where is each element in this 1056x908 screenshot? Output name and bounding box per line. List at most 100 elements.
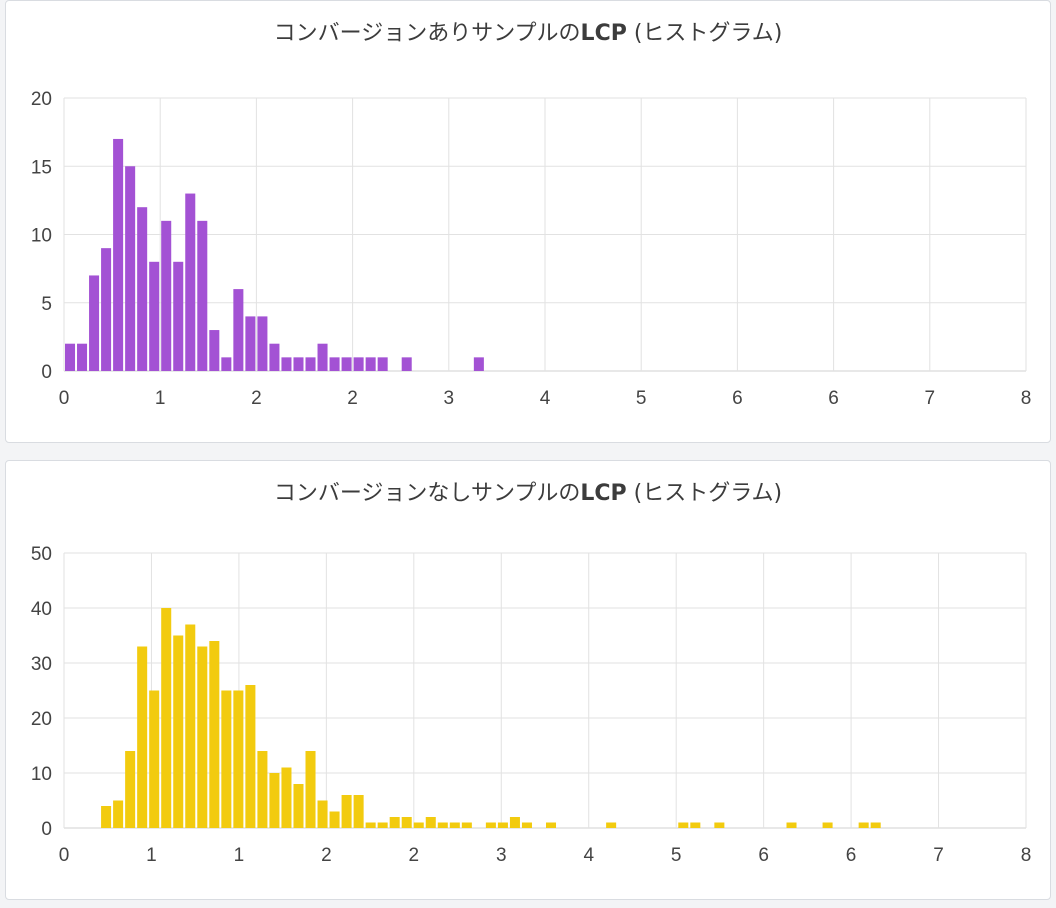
histogram-bar bbox=[485, 822, 496, 828]
histogram-bar bbox=[389, 817, 400, 828]
histogram-bar bbox=[161, 220, 172, 371]
y-tick-label: 50 bbox=[31, 544, 52, 565]
histogram-bar bbox=[449, 822, 460, 828]
histogram-bar bbox=[221, 690, 232, 828]
histogram-bar bbox=[497, 822, 508, 828]
y-tick-label: 0 bbox=[41, 819, 52, 840]
x-tick-label: 6 bbox=[846, 845, 857, 866]
x-tick-label: 5 bbox=[636, 388, 647, 409]
x-tick-label: 1 bbox=[234, 845, 245, 866]
x-tick-label: 8 bbox=[1021, 388, 1032, 409]
histogram-bar bbox=[317, 800, 328, 828]
y-tick-label: 10 bbox=[31, 226, 52, 247]
histogram-bar bbox=[65, 343, 76, 371]
histogram-bar bbox=[245, 685, 256, 828]
x-tick-label: 6 bbox=[828, 388, 839, 409]
histogram-bar bbox=[281, 357, 292, 371]
histogram-bar bbox=[714, 822, 725, 828]
histogram-bar bbox=[173, 635, 184, 828]
x-tick-label: 0 bbox=[59, 388, 70, 409]
histogram-bar bbox=[678, 822, 689, 828]
histogram-bar bbox=[125, 751, 136, 828]
histogram-bar bbox=[209, 330, 220, 371]
histogram-bar bbox=[870, 822, 881, 828]
x-tick-label: 2 bbox=[409, 845, 420, 866]
histogram-bar bbox=[606, 822, 617, 828]
histogram-bar bbox=[305, 751, 316, 828]
histogram-bar bbox=[197, 646, 208, 828]
histogram-bar bbox=[233, 289, 244, 371]
histogram-bar bbox=[473, 357, 484, 371]
histogram-bar bbox=[137, 646, 148, 828]
y-tick-label: 40 bbox=[31, 599, 52, 620]
x-tick-label: 6 bbox=[732, 388, 743, 409]
histogram-bar bbox=[509, 817, 520, 828]
y-tick-label: 5 bbox=[41, 294, 52, 315]
x-tick-label: 0 bbox=[59, 845, 70, 866]
x-tick-label: 8 bbox=[1021, 845, 1032, 866]
histogram-bar bbox=[353, 357, 364, 371]
histogram-chart-converted: 0 5 10 15 20 0 1 2 2 3 4 5 6 6 7 8 bbox=[31, 89, 1032, 409]
histogram-bar bbox=[149, 261, 160, 371]
histogram-bar bbox=[425, 817, 436, 828]
histogram-chart-nonconverted: 0 10 20 30 40 50 0 1 1 2 2 3 4 5 6 6 7 8 bbox=[31, 544, 1032, 866]
x-tick-label: 7 bbox=[925, 388, 936, 409]
histogram-bar bbox=[437, 822, 448, 828]
x-tick-label: 4 bbox=[540, 388, 551, 409]
histogram-bar bbox=[113, 800, 124, 828]
x-tick-label: 1 bbox=[146, 845, 157, 866]
y-tick-label: 15 bbox=[31, 157, 52, 178]
x-tick-label: 6 bbox=[758, 845, 769, 866]
histogram-bar bbox=[101, 248, 112, 371]
histogram-bar bbox=[233, 690, 244, 828]
x-tick-label: 3 bbox=[496, 845, 507, 866]
histogram-bar bbox=[269, 343, 280, 371]
histogram-bar bbox=[413, 822, 424, 828]
x-tick-label: 4 bbox=[583, 845, 594, 866]
y-tick-label: 10 bbox=[31, 764, 52, 785]
histogram-bar bbox=[137, 207, 148, 371]
histogram-bar bbox=[521, 822, 532, 828]
histogram-bar bbox=[858, 822, 869, 828]
y-tick-label: 20 bbox=[31, 89, 52, 110]
histogram-bar bbox=[461, 822, 472, 828]
histogram-bar bbox=[293, 357, 304, 371]
x-tick-label: 5 bbox=[671, 845, 682, 866]
histogram-bar bbox=[317, 343, 328, 371]
histogram-bar bbox=[329, 811, 340, 828]
histogram-bar bbox=[377, 822, 388, 828]
histogram-bar bbox=[281, 767, 292, 828]
x-tick-label: 7 bbox=[933, 845, 944, 866]
histogram-bar bbox=[341, 795, 352, 828]
histogram-bar bbox=[365, 357, 376, 371]
histogram-bar bbox=[125, 166, 136, 371]
histogram-bar bbox=[173, 261, 184, 371]
histogram-bar bbox=[257, 316, 268, 371]
histogram-bar bbox=[209, 641, 220, 828]
histogram-panel-converted: コンバージョンありサンプルのLCP (ヒストグラム) 0 5 10 15 20 0 1 2 2 3… bbox=[5, 0, 1051, 443]
histogram-bar bbox=[149, 690, 160, 828]
histogram-bar bbox=[101, 806, 112, 828]
chart-title: コンバージョンなしサンプルのLCP (ヒストグラム) bbox=[273, 481, 783, 506]
x-tick-label: 2 bbox=[251, 388, 262, 409]
histogram-bar bbox=[822, 822, 833, 828]
histogram-panel-nonconverted: コンバージョンなしサンプルのLCP (ヒストグラム) 0 10 20 30 40 50 0 1… bbox=[5, 460, 1051, 900]
histogram-bar bbox=[293, 784, 304, 828]
histogram-bar bbox=[377, 357, 388, 371]
chart-title: コンバージョンありサンプルのLCP (ヒストグラム) bbox=[273, 21, 783, 46]
histogram-bar bbox=[786, 822, 797, 828]
y-tick-label: 30 bbox=[31, 654, 52, 675]
histogram-bar bbox=[161, 608, 172, 828]
histogram-bar bbox=[221, 357, 232, 371]
histogram-bar bbox=[341, 357, 352, 371]
histogram-bar bbox=[257, 751, 268, 828]
x-tick-label: 1 bbox=[155, 388, 166, 409]
x-tick-label: 3 bbox=[444, 388, 455, 409]
x-tick-label: 2 bbox=[347, 388, 358, 409]
histogram-bar bbox=[77, 343, 88, 371]
histogram-bar bbox=[690, 822, 701, 828]
histogram-bar bbox=[401, 357, 412, 371]
histogram-bar bbox=[269, 773, 280, 828]
histogram-bar bbox=[329, 357, 340, 371]
histogram-bar bbox=[305, 357, 316, 371]
